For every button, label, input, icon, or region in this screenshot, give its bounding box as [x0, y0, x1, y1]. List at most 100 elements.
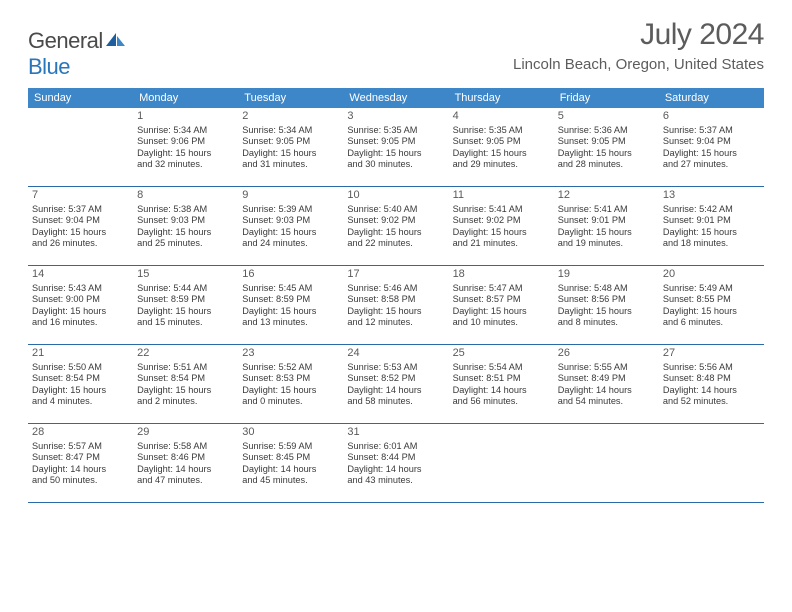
day-number: 14	[32, 268, 129, 282]
day-sunrise: Sunrise: 5:51 AM	[137, 362, 234, 374]
day-cell	[28, 108, 133, 186]
day-daylight1: Daylight: 15 hours	[347, 306, 444, 318]
day-daylight2: and 0 minutes.	[242, 396, 339, 408]
day-sunset: Sunset: 8:59 PM	[242, 294, 339, 306]
day-number: 7	[32, 189, 129, 203]
day-number: 3	[347, 110, 444, 124]
day-sunrise: Sunrise: 5:37 AM	[32, 204, 129, 216]
title-block: July 2024 Lincoln Beach, Oregon, United …	[513, 18, 764, 73]
dow-header-thursday: Thursday	[449, 88, 554, 108]
day-daylight1: Daylight: 15 hours	[242, 227, 339, 239]
day-daylight2: and 15 minutes.	[137, 317, 234, 329]
day-sunset: Sunset: 9:00 PM	[32, 294, 129, 306]
day-daylight2: and 52 minutes.	[663, 396, 760, 408]
day-daylight1: Daylight: 14 hours	[558, 385, 655, 397]
day-daylight2: and 32 minutes.	[137, 159, 234, 171]
day-cell: 26Sunrise: 5:55 AMSunset: 8:49 PMDayligh…	[554, 345, 659, 423]
day-daylight1: Daylight: 15 hours	[137, 385, 234, 397]
day-daylight1: Daylight: 15 hours	[242, 306, 339, 318]
day-daylight1: Daylight: 14 hours	[242, 464, 339, 476]
day-daylight1: Daylight: 15 hours	[453, 148, 550, 160]
day-sunset: Sunset: 8:55 PM	[663, 294, 760, 306]
day-daylight1: Daylight: 15 hours	[137, 148, 234, 160]
day-sunrise: Sunrise: 5:35 AM	[347, 125, 444, 137]
day-cell: 13Sunrise: 5:42 AMSunset: 9:01 PMDayligh…	[659, 187, 764, 265]
day-sunrise: Sunrise: 5:57 AM	[32, 441, 129, 453]
day-cell: 29Sunrise: 5:58 AMSunset: 8:46 PMDayligh…	[133, 424, 238, 502]
day-sunset: Sunset: 8:54 PM	[137, 373, 234, 385]
day-cell: 14Sunrise: 5:43 AMSunset: 9:00 PMDayligh…	[28, 266, 133, 344]
day-sunset: Sunset: 9:05 PM	[242, 136, 339, 148]
day-sunrise: Sunrise: 5:45 AM	[242, 283, 339, 295]
day-sunrise: Sunrise: 5:58 AM	[137, 441, 234, 453]
calendar-page: GeneralBlue July 2024 Lincoln Beach, Ore…	[0, 0, 792, 521]
day-daylight1: Daylight: 15 hours	[242, 148, 339, 160]
dow-header-row: SundayMondayTuesdayWednesdayThursdayFrid…	[28, 88, 764, 108]
day-number: 25	[453, 347, 550, 361]
day-number: 31	[347, 426, 444, 440]
day-sunset: Sunset: 8:47 PM	[32, 452, 129, 464]
day-sunset: Sunset: 9:03 PM	[242, 215, 339, 227]
day-number: 16	[242, 268, 339, 282]
day-daylight1: Daylight: 15 hours	[347, 148, 444, 160]
day-daylight2: and 10 minutes.	[453, 317, 550, 329]
day-daylight1: Daylight: 15 hours	[453, 306, 550, 318]
day-daylight1: Daylight: 14 hours	[137, 464, 234, 476]
day-sunrise: Sunrise: 5:34 AM	[137, 125, 234, 137]
day-daylight2: and 29 minutes.	[453, 159, 550, 171]
week-row: 28Sunrise: 5:57 AMSunset: 8:47 PMDayligh…	[28, 424, 764, 503]
location-label: Lincoln Beach, Oregon, United States	[513, 56, 764, 73]
brand-part2: Blue	[28, 54, 70, 79]
day-daylight1: Daylight: 15 hours	[242, 385, 339, 397]
day-cell: 17Sunrise: 5:46 AMSunset: 8:58 PMDayligh…	[343, 266, 448, 344]
day-number: 19	[558, 268, 655, 282]
month-title: July 2024	[513, 18, 764, 52]
day-number: 9	[242, 189, 339, 203]
day-daylight2: and 54 minutes.	[558, 396, 655, 408]
week-row: 14Sunrise: 5:43 AMSunset: 9:00 PM Dayligh…	[28, 266, 764, 345]
day-sunset: Sunset: 8:46 PM	[137, 452, 234, 464]
day-number: 1	[137, 110, 234, 124]
day-sunset: Sunset: 8:52 PM	[347, 373, 444, 385]
day-sunset: Sunset: 8:56 PM	[558, 294, 655, 306]
dow-header-friday: Friday	[554, 88, 659, 108]
day-daylight2: and 22 minutes.	[347, 238, 444, 250]
day-daylight1: Daylight: 14 hours	[32, 464, 129, 476]
day-cell: 27Sunrise: 5:56 AMSunset: 8:48 PMDayligh…	[659, 345, 764, 423]
day-daylight2: and 56 minutes.	[453, 396, 550, 408]
day-sunrise: Sunrise: 5:49 AM	[663, 283, 760, 295]
day-daylight2: and 28 minutes.	[558, 159, 655, 171]
day-sunrise: Sunrise: 5:34 AM	[242, 125, 339, 137]
day-daylight2: and 13 minutes.	[242, 317, 339, 329]
day-sunrise: Sunrise: 5:43 AM	[32, 283, 129, 295]
day-number: 13	[663, 189, 760, 203]
day-sunset: Sunset: 9:04 PM	[663, 136, 760, 148]
day-number: 10	[347, 189, 444, 203]
day-number: 21	[32, 347, 129, 361]
week-row: 21Sunrise: 5:50 AMSunset: 8:54 PMDayligh…	[28, 345, 764, 424]
day-number: 6	[663, 110, 760, 124]
day-sunset: Sunset: 8:44 PM	[347, 452, 444, 464]
day-sunrise: Sunrise: 5:37 AM	[663, 125, 760, 137]
day-number: 8	[137, 189, 234, 203]
day-sunrise: Sunrise: 5:41 AM	[558, 204, 655, 216]
day-sunset: Sunset: 8:59 PM	[137, 294, 234, 306]
day-cell: 24Sunrise: 5:53 AMSunset: 8:52 PMDayligh…	[343, 345, 448, 423]
day-sunset: Sunset: 9:04 PM	[32, 215, 129, 227]
day-sunrise: Sunrise: 5:52 AM	[242, 362, 339, 374]
day-daylight1: Daylight: 14 hours	[347, 385, 444, 397]
day-daylight2: and 24 minutes.	[242, 238, 339, 250]
day-cell	[449, 424, 554, 502]
day-cell: 28Sunrise: 5:57 AMSunset: 8:47 PMDayligh…	[28, 424, 133, 502]
day-daylight2: and 47 minutes.	[137, 475, 234, 487]
day-sunset: Sunset: 9:05 PM	[558, 136, 655, 148]
day-sunset: Sunset: 8:51 PM	[453, 373, 550, 385]
day-sunrise: Sunrise: 5:59 AM	[242, 441, 339, 453]
day-daylight1: Daylight: 14 hours	[663, 385, 760, 397]
day-cell: 1Sunrise: 5:34 AMSunset: 9:06 PMDaylight…	[133, 108, 238, 186]
weeks-container: 1Sunrise: 5:34 AMSunset: 9:06 PMDaylight…	[28, 108, 764, 503]
day-sunrise: Sunrise: 5:36 AM	[558, 125, 655, 137]
day-daylight2: and 31 minutes.	[242, 159, 339, 171]
day-number: 12	[558, 189, 655, 203]
day-daylight1: Daylight: 14 hours	[453, 385, 550, 397]
